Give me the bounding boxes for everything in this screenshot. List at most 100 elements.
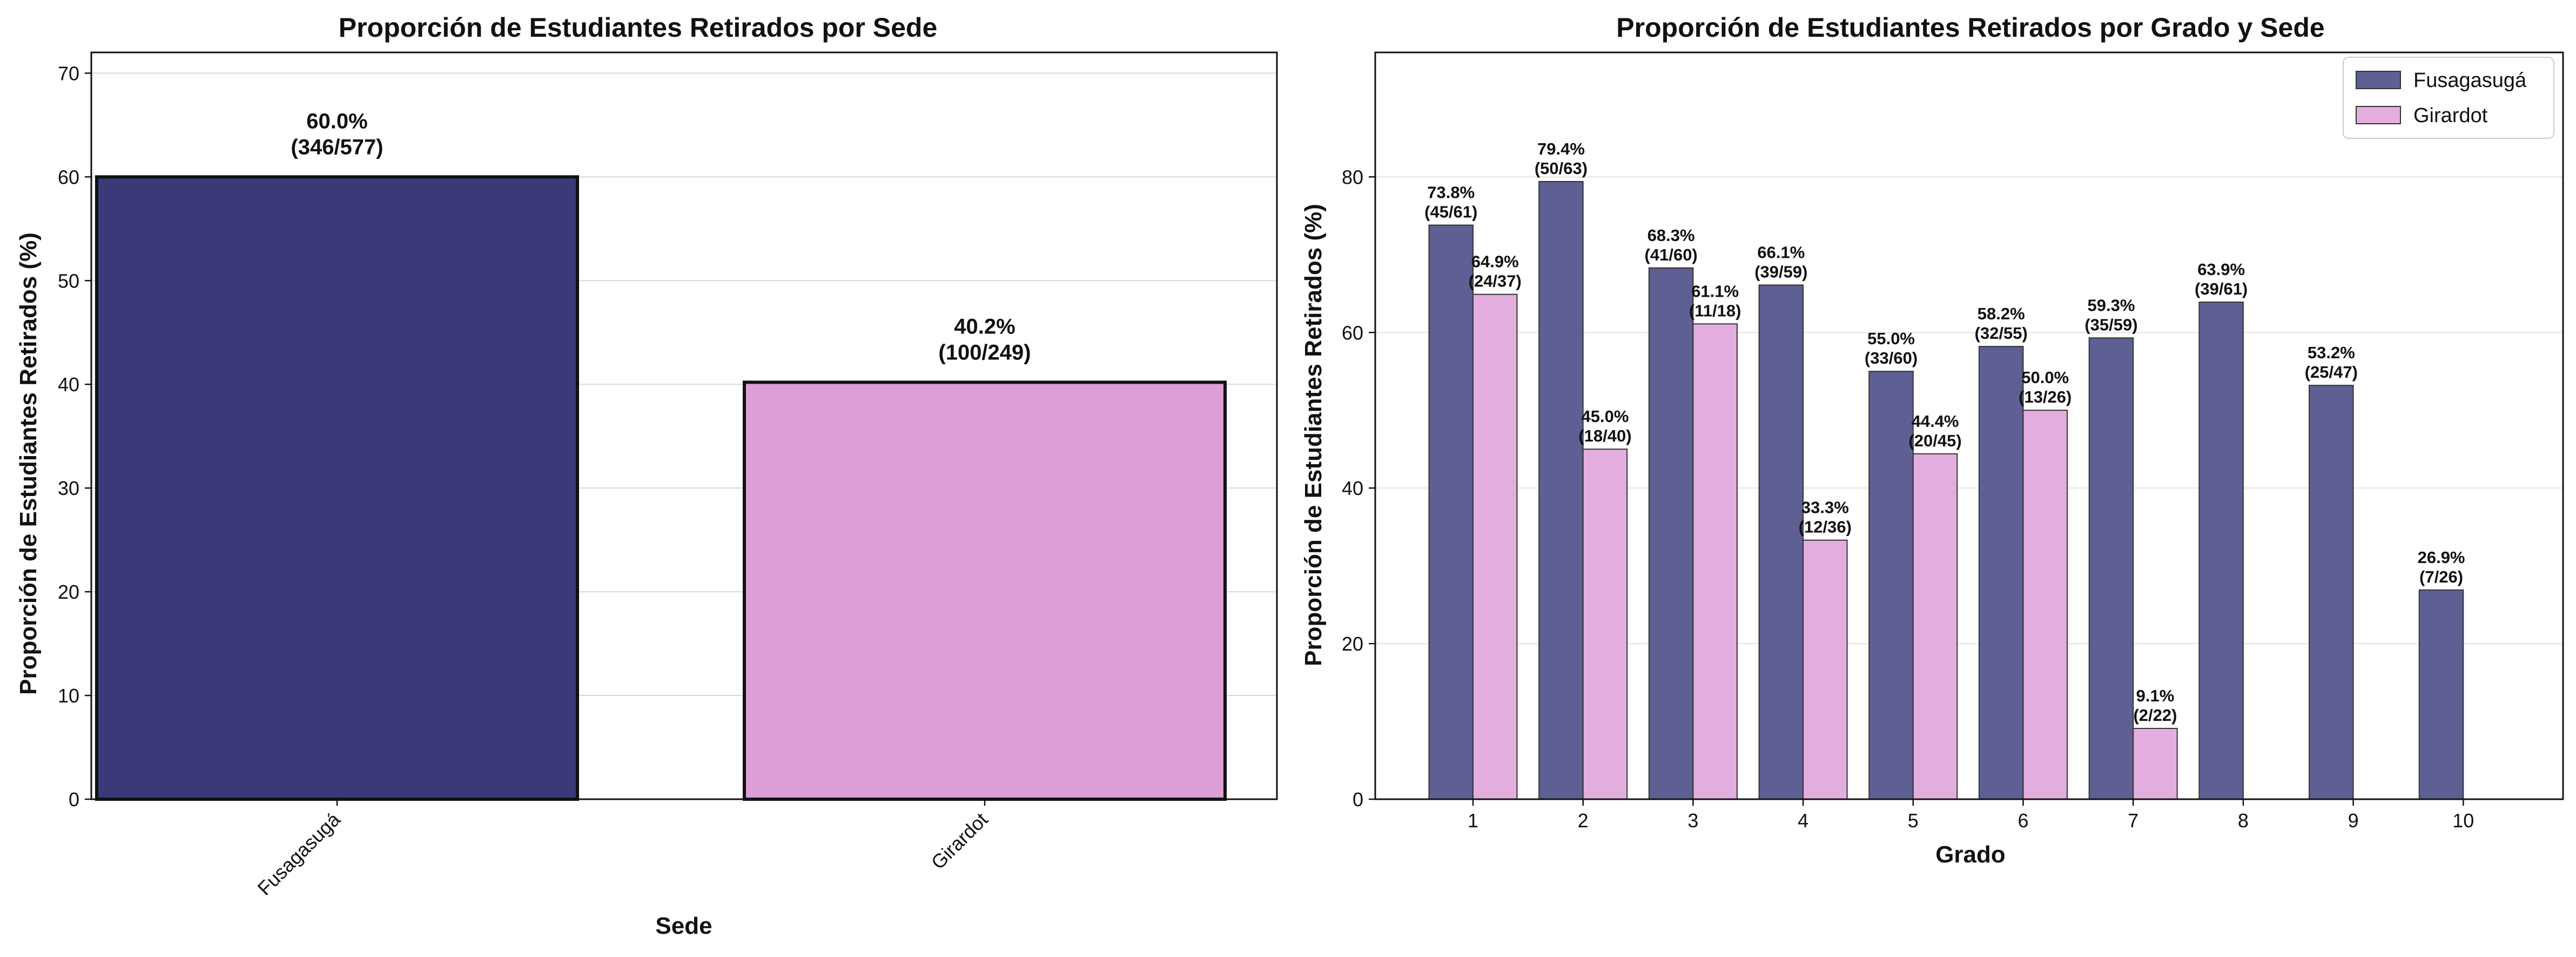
data-label: (39/61) <box>2195 279 2248 298</box>
data-label: (33/60) <box>1865 349 1918 367</box>
legend: Fusagasugá Girardot <box>2343 57 2554 139</box>
data-label: (13/26) <box>2019 387 2071 406</box>
bar-labels: 60.0%(346/577) 40.2%(100/249) <box>291 109 1031 364</box>
legend-label: Fusagasugá <box>2413 69 2527 92</box>
data-label: (11/18) <box>1689 301 1741 320</box>
data-label: 68.3% <box>1647 226 1695 245</box>
data-label: 50.0% <box>2021 368 2069 387</box>
data-label: 45.0% <box>1581 407 1629 426</box>
y-tick-label: 80 <box>1342 166 1363 188</box>
data-label: (25/47) <box>2305 363 2358 382</box>
data-label: 73.8% <box>1427 183 1475 202</box>
x-tick-label: 6 <box>2017 809 2028 832</box>
chart-title: Proporción de Estudiantes Retirados por … <box>1616 12 2324 43</box>
y-tick-label: 40 <box>58 373 79 396</box>
bar <box>1538 180 1584 800</box>
data-label: 33.3% <box>1801 498 1849 517</box>
bar <box>1912 453 1958 800</box>
bar <box>2418 589 2464 800</box>
data-label: 40.2% <box>954 314 1015 338</box>
x-tick-label: 3 <box>1687 809 1698 832</box>
data-label: (18/40) <box>1578 426 1631 445</box>
bar <box>95 175 579 801</box>
bar <box>1428 224 1474 800</box>
bar <box>1692 323 1738 800</box>
data-label: (50/63) <box>1535 159 1588 178</box>
x-tick-label: 5 <box>1908 809 1919 832</box>
y-tick-label: 0 <box>69 788 79 811</box>
data-label: (7/26) <box>2419 567 2463 586</box>
data-label: 64.9% <box>1471 252 1519 271</box>
data-label: (45/61) <box>1424 203 1477 222</box>
data-label: (12/36) <box>1799 518 1852 537</box>
data-label: (20/45) <box>1908 431 1961 450</box>
y-tick-label: 30 <box>58 477 79 499</box>
bar <box>1472 293 1518 800</box>
y-axis-label: Proporción de Estudiantes Retirados (%) <box>1300 204 1327 666</box>
bar <box>743 380 1227 801</box>
y-axis-ticks: 0 10 20 30 40 50 60 70 <box>58 62 91 811</box>
x-axis-ticks: 1 2 3 4 5 6 7 8 9 10 <box>1468 799 2474 832</box>
y-tick-label: 60 <box>1342 322 1363 344</box>
y-axis-ticks: 0 20 40 60 80 <box>1342 166 1375 811</box>
y-tick-label: 20 <box>58 581 79 603</box>
data-label: 60.0% <box>306 109 367 133</box>
data-label: (39/59) <box>1754 262 1807 281</box>
bar-labels: 73.8%(45/61) 64.9%(24/37) 79.4%(50/63) 45.0… <box>1424 139 2465 725</box>
data-label: 55.0% <box>1867 329 1915 348</box>
plot-frame <box>90 51 1278 800</box>
chart-title: Proporción de Estudiantes Retirados por … <box>339 12 938 43</box>
x-tick-label: 10 <box>2452 809 2474 832</box>
data-label: 59.3% <box>2087 296 2135 314</box>
bar <box>2022 410 2068 800</box>
bar <box>1979 346 2024 800</box>
y-tick-label: 0 <box>1353 788 1363 811</box>
data-label: 63.9% <box>2197 260 2245 279</box>
data-label: 79.4% <box>1537 139 1585 158</box>
bar <box>1802 539 1848 800</box>
x-axis-label: Sede <box>655 913 712 939</box>
data-label: (2/22) <box>2133 706 2177 725</box>
x-tick-label: 8 <box>2238 809 2249 832</box>
data-label: 58.2% <box>1978 304 2025 323</box>
bar <box>2309 385 2354 800</box>
data-label: (32/55) <box>1975 324 2028 343</box>
data-label: (41/60) <box>1645 245 1698 264</box>
data-label: (100/249) <box>938 340 1031 364</box>
data-label: 44.4% <box>1912 412 1959 431</box>
legend-swatch <box>2356 106 2401 124</box>
x-tick-label: 7 <box>2128 809 2138 832</box>
legend-swatch <box>2356 71 2401 89</box>
data-label: (346/577) <box>291 135 383 159</box>
bar <box>2088 337 2134 800</box>
data-label: 9.1% <box>2136 686 2175 705</box>
bar <box>1582 449 1628 800</box>
bar <box>2198 302 2244 800</box>
x-tick-label: 4 <box>1798 809 1808 832</box>
legend-label: Girardot <box>2413 104 2488 127</box>
y-tick-label: 40 <box>1342 477 1363 499</box>
bar <box>1758 284 1804 800</box>
x-tick-label: 9 <box>2348 809 2359 832</box>
y-tick-label: 20 <box>1342 633 1363 655</box>
data-label: (24/37) <box>1469 272 1522 291</box>
data-label: (35/59) <box>2084 315 2137 334</box>
y-tick-label: 70 <box>58 62 79 84</box>
bar <box>2133 727 2178 800</box>
x-tick-label: 2 <box>1578 809 1589 832</box>
bar <box>1648 267 1694 800</box>
data-label: 61.1% <box>1691 282 1739 300</box>
data-label: 53.2% <box>2308 343 2355 362</box>
y-tick-label: 10 <box>58 685 79 707</box>
x-axis-label: Grado <box>1935 841 2006 868</box>
x-tick-label: 1 <box>1468 809 1478 832</box>
chart-retirados-por-sede: Proporción de Estudiantes Retirados por … <box>15 12 1278 939</box>
bars <box>1428 180 2464 800</box>
data-label: 66.1% <box>1757 243 1805 262</box>
y-tick-label: 60 <box>58 166 79 188</box>
data-label: 26.9% <box>2418 548 2465 567</box>
plot-frame <box>1374 51 2564 800</box>
chart-retirados-por-grado-y-sede: Proporción de Estudiantes Retirados por … <box>1300 12 2564 868</box>
bars <box>95 175 1227 801</box>
